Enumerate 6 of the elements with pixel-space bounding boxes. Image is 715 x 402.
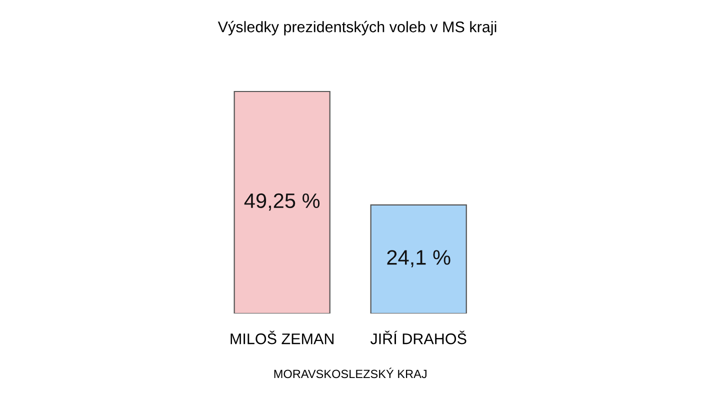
x-axis-title: MORAVSKOSLEZSKÝ KRAJ (274, 368, 426, 378)
x-tick-label: JIŘÍ DRAHOŠ (370, 330, 466, 344)
x-tick-label: MILOŠ ZEMAN (230, 330, 334, 344)
data-label: 49,25 % (244, 193, 320, 211)
data-label: 24,1 % (387, 250, 450, 268)
chart-title: Výsledky prezidentských voleb v MS kraji (218, 20, 496, 36)
